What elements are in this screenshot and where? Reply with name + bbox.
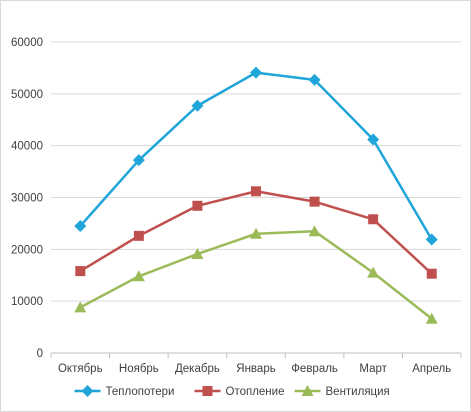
legend-item: Теплопотери (74, 385, 175, 398)
legend-label: Теплопотери (106, 386, 175, 398)
legend-swatch-marker (202, 386, 213, 396)
data-point-marker (75, 266, 86, 277)
data-point-marker (425, 312, 438, 324)
x-axis: Октябрь Ноябрь Декабрь Январь Февраль Март Апр… (50, 353, 462, 375)
y-tick-label: 20000 (11, 244, 43, 256)
y-tick-label: 0 (37, 348, 43, 360)
legend-item: Вентиляция (294, 385, 390, 398)
data-point-marker (251, 186, 261, 197)
x-tick-label: Октябрь (58, 363, 103, 375)
series-1 (74, 66, 438, 246)
data-point-marker (308, 225, 321, 237)
gridlines (51, 41, 461, 354)
data-point-marker (367, 266, 380, 278)
y-axis: 0 10000 20000 30000 40000 50000 60000 (11, 37, 43, 360)
legend-label: Вентиляция (326, 386, 390, 398)
data-point-marker (425, 233, 438, 246)
y-tick-label: 10000 (11, 296, 43, 308)
data-point-marker (426, 268, 437, 279)
legend-swatch-marker (81, 385, 94, 397)
data-point-marker (191, 99, 204, 112)
data-point-marker (74, 301, 87, 313)
data-point-marker (191, 247, 204, 259)
y-tick-label: 60000 (11, 37, 43, 49)
data-point-marker (133, 230, 144, 241)
data-point-marker (308, 73, 321, 86)
data-point-marker (368, 214, 379, 225)
data-point-marker (309, 196, 320, 207)
y-tick-label: 30000 (11, 193, 43, 205)
x-tick-label: Март (359, 363, 387, 375)
data-point-marker (367, 133, 380, 146)
series-3 (74, 225, 438, 324)
data-point-marker (192, 200, 203, 211)
data-point-marker (132, 270, 145, 282)
series-line (79, 229, 433, 320)
legend-swatch-marker (301, 385, 314, 396)
data-point-marker (250, 66, 262, 79)
legend: Теплопотери Отопление Вентиляция (74, 385, 390, 398)
series-line (79, 71, 433, 241)
y-tick-label: 40000 (11, 141, 43, 153)
x-tick-label: Ноябрь (119, 363, 159, 375)
series-2 (75, 186, 437, 279)
legend-item: Отопление (194, 386, 285, 398)
series-plot-area (74, 66, 438, 324)
data-point-marker (74, 220, 87, 233)
data-point-marker (250, 227, 262, 239)
x-tick-label: Апрель (412, 363, 451, 375)
y-tick-label: 50000 (11, 89, 43, 101)
x-tick-label: Февраль (291, 363, 338, 375)
legend-label: Отопление (226, 386, 285, 398)
x-tick-label: Январь (236, 363, 275, 375)
data-point-marker (132, 154, 145, 167)
x-tick-label: Декабрь (175, 363, 220, 375)
